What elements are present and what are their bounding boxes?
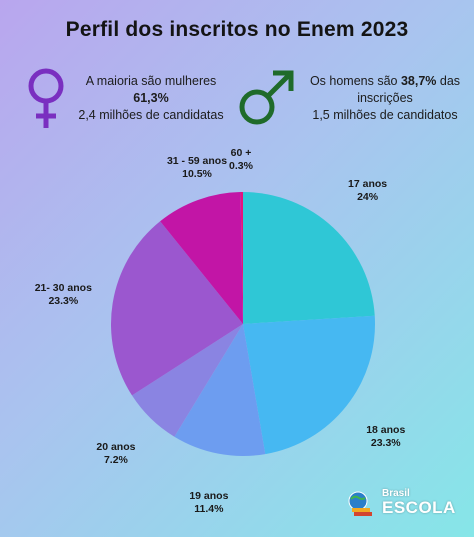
male-symbol-icon [239,70,294,125]
pie-label-value: 23.3% [370,436,401,449]
pie-slice-6 [240,192,243,324]
pie-label-category: 60 + [230,147,252,159]
pie-label-3: 20 anos 7.2% [76,441,156,467]
brasil-escola-logo: Brasil ESCOLA [346,486,456,526]
male-info-line2: inscrições [357,91,413,105]
pie-label-value: 11.4% [194,502,224,515]
pie-label-2: 19 anos 11.4% [169,490,249,516]
pie-label-6: 60 +0.3% [201,147,281,173]
pie-label-value: 23.3% [48,294,79,307]
pie-label-5: 31 - 59 anos 10.5% [157,155,237,181]
pie-label-value: 24% [357,191,379,204]
globe-books-icon [348,491,372,516]
pie-label-category: 20 anos [96,441,136,454]
pie-label-category: 18 anos [366,423,406,436]
female-symbol-icon [28,68,64,128]
pie-slice-3 [131,324,243,437]
male-info-line1: Os homens são 38,7% das [309,74,461,88]
pie-label-0: 17 anos 24% [328,178,408,204]
pie-label-value: 10.5% [182,168,212,180]
female-info: A maioria são mulheres 61,3% 2,4 milhões… [66,73,236,124]
female-info-line1: A maioria são mulheres [85,74,217,88]
female-info-line2: 61,3% [133,91,169,105]
pie-label-category: 17 anos [348,178,388,191]
male-info: Os homens são 38,7% das inscrições 1,5 m… [300,73,470,124]
pie-slice-0 [243,192,375,324]
pie-label-category: 31 - 59 anos [166,155,228,167]
pie-slice-1 [243,315,375,455]
chart-title: Perfil dos inscritos no Enem 2023 [65,18,409,41]
brand-small-text: Brasil [382,488,410,499]
male-info-line3: 1,5 milhões de candidatos [312,108,458,122]
pie-label-4: 21- 30 anos 23.3% [23,282,103,308]
pie-slice-4 [111,221,244,396]
pie-slice-5 [160,192,243,324]
female-info-line3: 2,4 milhões de candidatas [78,108,224,122]
pie-label-value: 0.3% [229,160,253,172]
pie-label-category: 19 anos [189,489,229,502]
pie-label-1: 18 anos 23.3% [346,424,426,450]
pie-slice-2 [174,324,266,456]
pie-label-value: 7.2% [103,454,128,467]
pie-label-category: 21- 30 anos [34,281,92,294]
brand-big-text: ESCOLA [382,498,456,517]
